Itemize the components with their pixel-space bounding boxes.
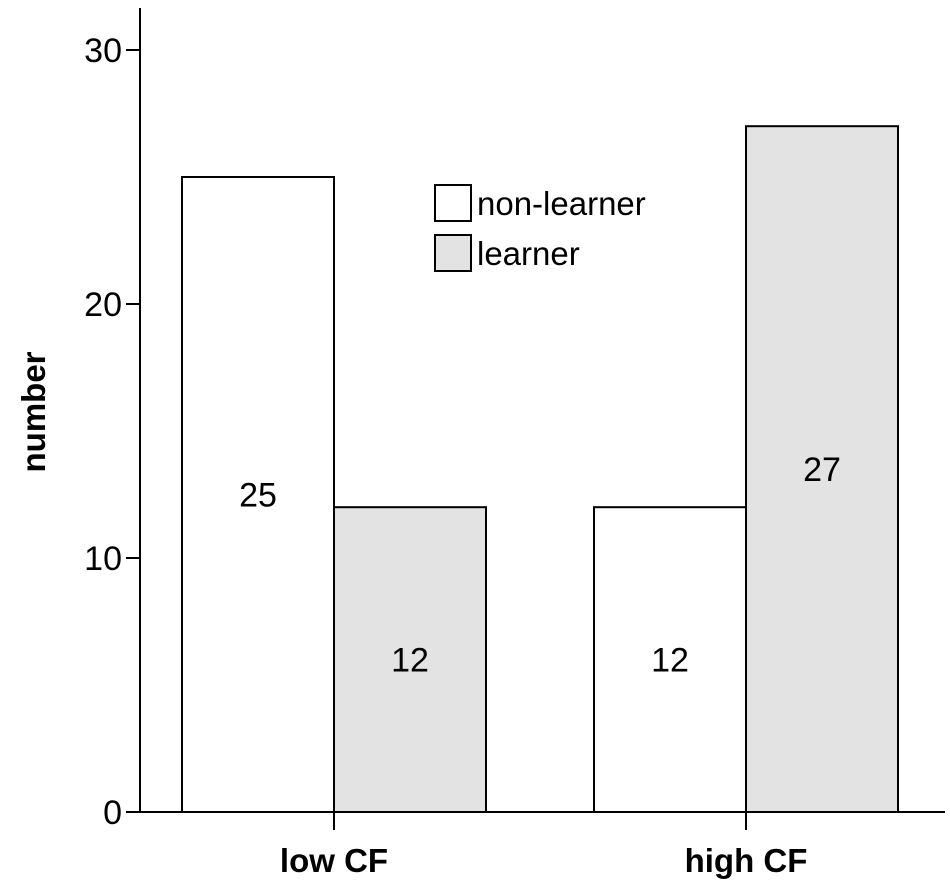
y-axis: 0 10 20 30 [84,8,141,832]
x-axis: low CF high CF [140,811,945,879]
bar-non-learner-low-CF [181,176,335,813]
data-label: 25 [239,477,277,515]
legend-label: non-learner [477,185,646,222]
data-label: 27 [803,451,841,489]
bars: 25 12 12 27 [181,125,899,813]
y-axis-title: number [15,351,52,472]
legend-swatch [434,234,472,272]
legend-label: learner [477,235,580,272]
x-tick-label: high CF [685,842,808,879]
legend-swatch [434,184,472,222]
y-tick-label: 0 [103,794,122,832]
y-tick-label: 30 [84,32,122,70]
x-tick-label: low CF [280,842,388,879]
bar-learner-high-CF [745,125,899,813]
data-label: 12 [391,642,429,680]
legend: non-learner learner [434,184,646,272]
bar-non-learner-high-CF [593,506,747,813]
y-tick-label: 20 [84,286,122,324]
y-tick-label: 10 [84,540,122,578]
data-label: 12 [651,642,689,680]
